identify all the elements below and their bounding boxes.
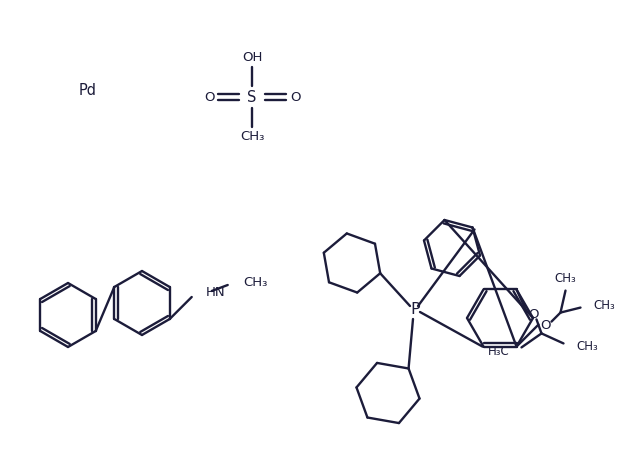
Text: O: O (528, 308, 539, 321)
Text: OH: OH (242, 50, 262, 63)
Text: CH₃: CH₃ (577, 340, 598, 353)
Text: HN: HN (205, 287, 225, 299)
Text: P: P (410, 303, 420, 318)
Text: Pd: Pd (79, 83, 97, 97)
Text: CH₃: CH₃ (593, 299, 615, 312)
Text: O: O (540, 319, 551, 332)
Text: O: O (204, 91, 214, 103)
Text: H₃C: H₃C (488, 345, 509, 358)
Text: CH₃: CH₃ (240, 131, 264, 143)
Text: CH₃: CH₃ (555, 272, 577, 285)
Text: O: O (290, 91, 300, 103)
Text: CH₃: CH₃ (244, 276, 268, 290)
Text: S: S (247, 89, 257, 104)
